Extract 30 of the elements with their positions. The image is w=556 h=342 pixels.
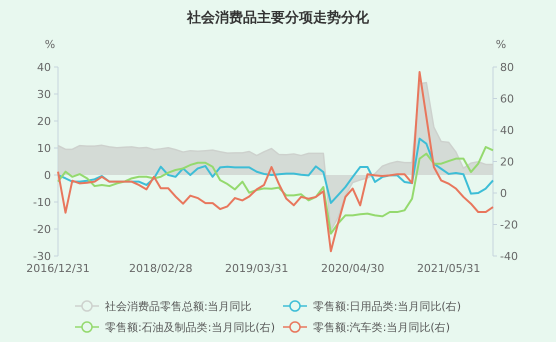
y2-tick-label: 80 <box>500 61 514 74</box>
line-series <box>57 146 494 235</box>
legend-label: 零售额:日用品类:当月同比(右) <box>313 300 461 313</box>
legend-label: 社会消费品零售总额:当月同比 <box>105 300 252 313</box>
y-tick-label: 30 <box>37 88 51 101</box>
y-tick-label: 20 <box>37 115 51 128</box>
x-tick-label: 2021/05/31 <box>416 262 480 275</box>
y2-tick-label: -40 <box>500 250 518 263</box>
x-tick-label: 2019/03/31 <box>225 262 288 275</box>
y2-axis-title: % <box>496 38 506 51</box>
y-tick-label: -20 <box>33 223 51 236</box>
y-tick-label: 40 <box>37 61 51 74</box>
x-tick-label: 2020/04/30 <box>320 262 384 275</box>
x-tick-label: 2016/12/31 <box>26 262 90 275</box>
legend-label: 零售额:石油及制品类:当月同比(右) <box>105 321 275 334</box>
y-tick-label: -30 <box>33 250 51 263</box>
legend-label: 零售额:汽车类:当月同比(右) <box>313 321 450 334</box>
y-tick-label: -10 <box>33 196 51 209</box>
y2-tick-label: 40 <box>500 124 514 137</box>
y-axis-title: % <box>44 38 56 51</box>
y2-tick-label: 60 <box>500 92 514 106</box>
x-tick-label: 2018/02/28 <box>129 262 192 275</box>
line-series <box>57 138 494 204</box>
chart-title: 社会消费品主要分项走势分化 <box>186 9 370 26</box>
y2-tick-label: 20 <box>500 156 514 168</box>
line-series <box>57 71 494 252</box>
y2-tick-label: 0 <box>500 187 507 200</box>
y-tick-label: 10 <box>37 142 51 155</box>
y2-tick-label: -20 <box>500 218 518 232</box>
y-tick-label: 0 <box>44 169 51 182</box>
